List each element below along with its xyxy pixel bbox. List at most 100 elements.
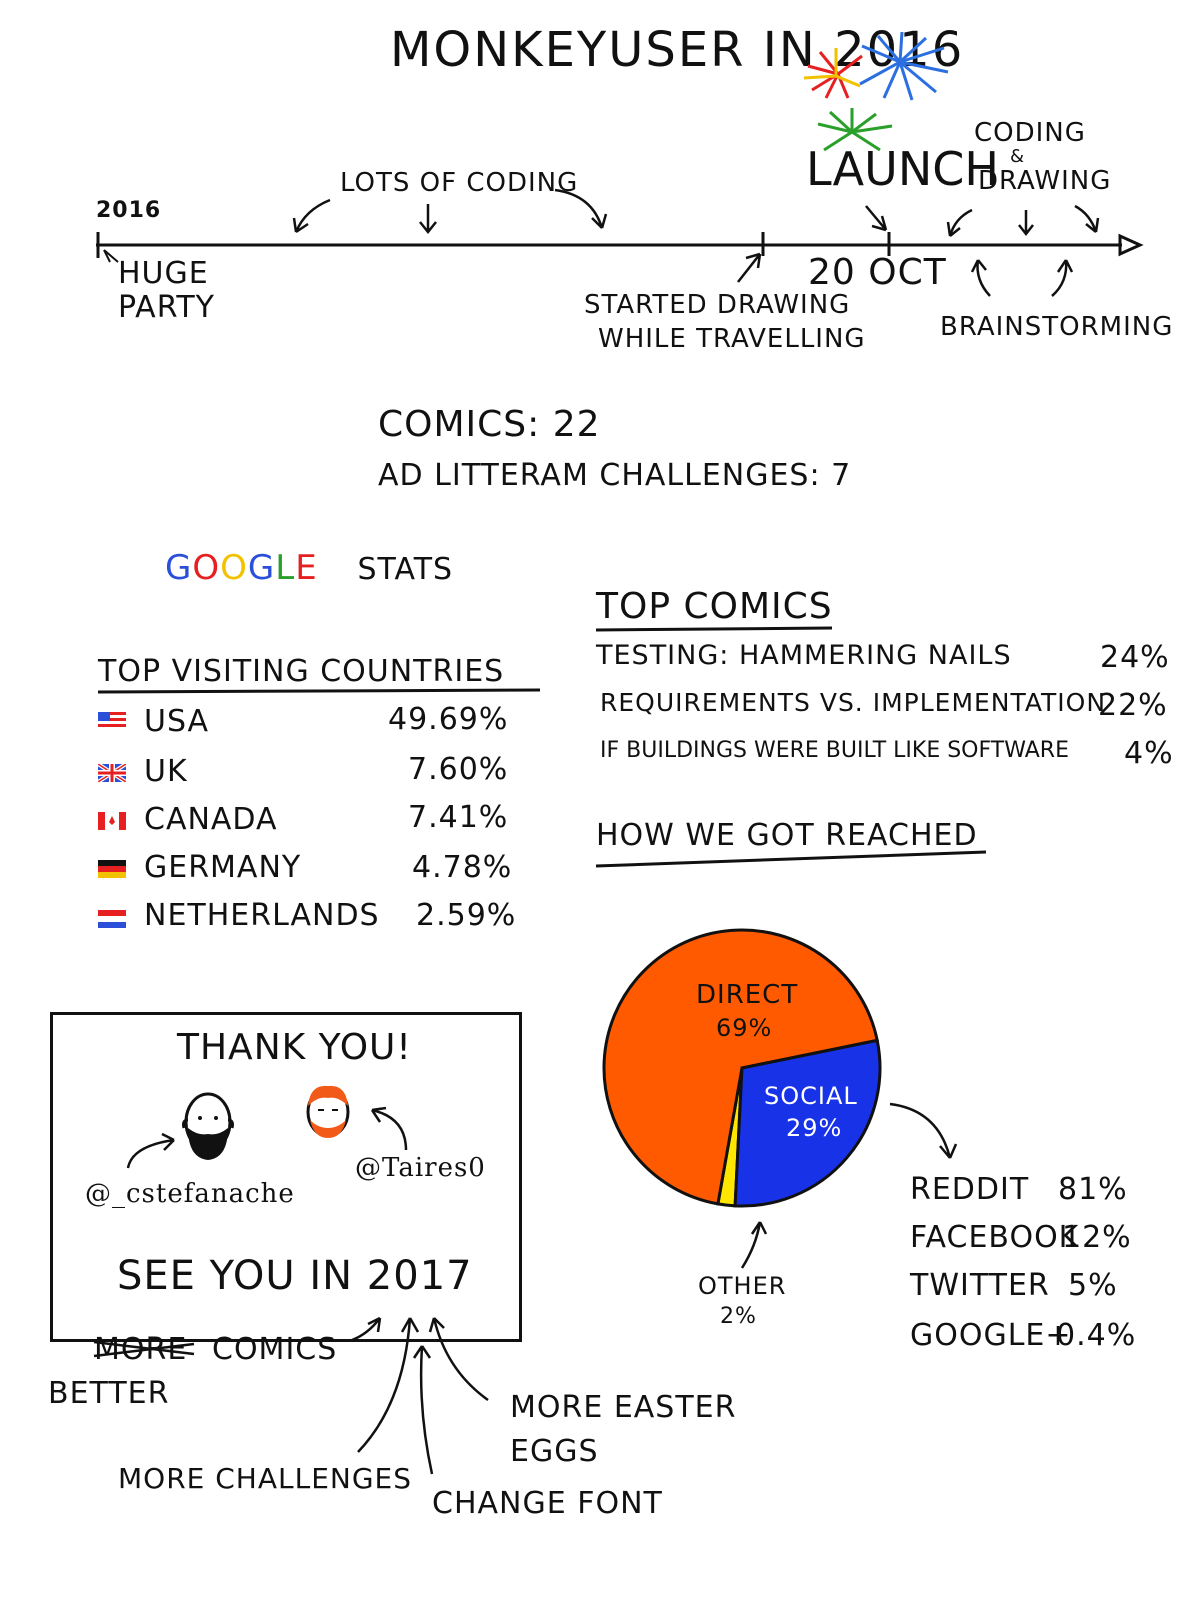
coding-arrow-left bbox=[292, 198, 331, 234]
top-comics-underline bbox=[595, 626, 833, 632]
canada-flag-icon bbox=[98, 812, 126, 830]
social-breakdown-arrow bbox=[889, 1102, 958, 1159]
handle-left-arrow bbox=[126, 1132, 175, 1169]
comics-arrow bbox=[351, 1316, 382, 1342]
coding-drawing-line1: CODING bbox=[974, 118, 1086, 148]
top-comics-title: TOP COMICS bbox=[596, 586, 833, 627]
social-value: 0.4% bbox=[1056, 1318, 1137, 1353]
bs-arrow-left bbox=[970, 259, 991, 297]
reach-title: HOW WE GOT REACHED bbox=[596, 818, 978, 853]
google-letter: L bbox=[275, 548, 296, 588]
font-arrow bbox=[412, 1345, 434, 1475]
easter-arrow bbox=[428, 1317, 489, 1402]
google-letter: E bbox=[295, 548, 318, 588]
social-value: 5% bbox=[1068, 1268, 1118, 1303]
fireworks-icon bbox=[803, 31, 949, 152]
thank-you-box: THANK YOU! @_cstefanache @Taires0 SEE YO… bbox=[50, 1012, 522, 1342]
handle-right-arrow bbox=[370, 1106, 408, 1151]
cd-arrow-right bbox=[1074, 204, 1100, 233]
better-word: BETTER bbox=[48, 1376, 170, 1411]
launch-label: LAUNCH bbox=[806, 142, 999, 196]
cd-arrow-middle bbox=[1018, 210, 1034, 237]
social-name: GOOGLE+ bbox=[910, 1318, 1072, 1353]
google-letter: O bbox=[192, 548, 221, 588]
started-drawing-line2: WHILE TRAVELLING bbox=[598, 324, 866, 354]
timeline-arrowhead bbox=[1118, 233, 1144, 257]
country-value: 7.41% bbox=[408, 800, 509, 835]
pie-label-other-name: OTHER bbox=[698, 1272, 787, 1300]
pie-label-direct-value: 69% bbox=[716, 1014, 773, 1042]
reach-pie-chart bbox=[602, 928, 882, 1208]
pie-slice-social bbox=[733, 1038, 882, 1208]
drawing-arrow bbox=[737, 252, 762, 283]
coding-arrow-right bbox=[554, 188, 608, 229]
more-strikethrough bbox=[93, 1340, 195, 1358]
page-title: MONKEYUSER IN 2016 bbox=[390, 22, 965, 78]
see-you-text: SEE YOU IN 2017 bbox=[117, 1253, 473, 1299]
more-struck-word: MORE bbox=[94, 1332, 188, 1367]
other-arrow bbox=[740, 1221, 768, 1269]
coding-drawing-line2: DRAWING bbox=[978, 166, 1112, 196]
huge-party-line1: HUGE bbox=[118, 256, 209, 291]
countries-title: TOP VISITING COUNTRIES bbox=[98, 654, 505, 689]
comics-count: COMICS: 22 bbox=[378, 404, 601, 445]
countries-underline bbox=[97, 688, 541, 694]
social-name: TWITTER bbox=[910, 1268, 1050, 1303]
country-value: 2.59% bbox=[416, 898, 517, 933]
handle-taires0[interactable]: @Taires0 bbox=[355, 1153, 486, 1183]
huge-party-line2: PARTY bbox=[118, 290, 216, 325]
challenges-arrow bbox=[357, 1317, 420, 1453]
reach-underline bbox=[595, 850, 987, 868]
handle-cstefanache[interactable]: @_cstefanache bbox=[85, 1179, 295, 1209]
pie-label-direct-name: DIRECT bbox=[696, 980, 799, 1010]
easter-eggs-line2: EGGS bbox=[510, 1434, 599, 1469]
germany-flag-icon bbox=[98, 860, 126, 878]
pie-label-social-name: SOCIAL bbox=[764, 1082, 858, 1110]
comics-plan-word: COMICS bbox=[212, 1332, 338, 1367]
top-comic-name: IF BUILDINGS WERE BUILT LIKE SOFTWARE bbox=[600, 738, 1069, 763]
top-comic-value: 4% bbox=[1124, 736, 1174, 771]
brainstorming-label: BRAINSTORMING bbox=[940, 312, 1174, 342]
party-arrow bbox=[103, 249, 119, 263]
social-value: 81% bbox=[1058, 1172, 1128, 1207]
cd-arrow-left bbox=[946, 208, 973, 237]
coding-arrow-middle bbox=[419, 204, 437, 235]
pie-label-other-value: 2% bbox=[720, 1304, 757, 1329]
country-name: UK bbox=[144, 754, 188, 789]
avatar-taires0 bbox=[306, 1085, 350, 1138]
more-challenges-label: MORE CHALLENGES bbox=[118, 1462, 413, 1495]
easter-eggs-line1: MORE EASTER bbox=[510, 1390, 737, 1425]
lots-of-coding-label: LOTS OF CODING bbox=[340, 168, 579, 198]
top-comic-name: REQUIREMENTS VS. IMPLEMENTATION bbox=[600, 688, 1107, 717]
stats-word: STATS bbox=[357, 552, 454, 587]
uk-flag-icon bbox=[98, 764, 126, 782]
top-comic-name: TESTING: HAMMERING NAILS bbox=[596, 640, 1012, 671]
google-stats-heading: GOOGLE STATS bbox=[165, 548, 453, 588]
top-comic-value: 24% bbox=[1100, 640, 1170, 675]
country-value: 7.60% bbox=[408, 752, 509, 787]
country-name: GERMANY bbox=[144, 850, 302, 885]
country-value: 49.69% bbox=[388, 702, 509, 737]
bs-arrow-right bbox=[1051, 259, 1074, 297]
google-letter: G bbox=[247, 548, 276, 588]
coding-drawing-amp: & bbox=[1010, 146, 1026, 167]
launch-date: 20 OCT bbox=[808, 252, 947, 293]
google-letter: G bbox=[165, 548, 193, 588]
social-value: 12% bbox=[1062, 1220, 1132, 1255]
social-name: REDDIT bbox=[910, 1172, 1030, 1207]
country-name: NETHERLANDS bbox=[144, 898, 380, 933]
pie-label-social-value: 29% bbox=[786, 1114, 843, 1142]
launch-arrow bbox=[865, 205, 888, 232]
timeline-start-year: 2016 bbox=[96, 198, 162, 223]
change-font-label: CHANGE FONT bbox=[432, 1486, 663, 1521]
google-letter: O bbox=[220, 548, 248, 588]
country-value: 4.78% bbox=[412, 850, 513, 885]
avatar-cstefanache bbox=[182, 1092, 234, 1160]
us-flag-icon bbox=[98, 712, 126, 730]
country-name: CANADA bbox=[144, 802, 278, 837]
country-name: USA bbox=[144, 704, 210, 739]
social-name: FACEBOOK bbox=[910, 1220, 1080, 1255]
started-drawing-line1: STARTED DRAWING bbox=[584, 290, 851, 320]
thank-you-title: THANK YOU! bbox=[177, 1027, 412, 1068]
